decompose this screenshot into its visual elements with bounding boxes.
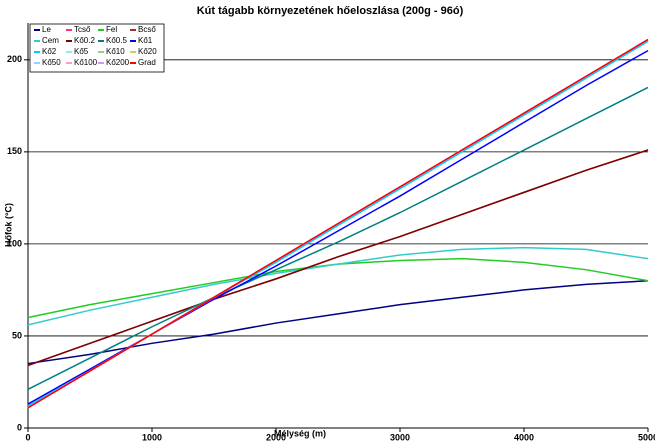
x-axis-label: Mélység (m) — [274, 428, 326, 438]
series-line — [27, 149, 649, 367]
x-tick-label: 3000 — [390, 432, 410, 442]
legend-label: Kő2 — [42, 47, 57, 56]
legend-label: Kő10 — [106, 47, 125, 56]
series-line — [27, 246, 649, 326]
y-tick-label: 50 — [12, 330, 22, 340]
series-line — [27, 149, 649, 367]
x-tick-label: 5000 — [638, 432, 655, 442]
x-tick-label: 2000 — [266, 432, 286, 442]
legend-label: Le — [42, 25, 51, 34]
series-line — [27, 257, 649, 319]
y-tick-label: 0 — [17, 422, 22, 432]
legend-label: Kő0.5 — [106, 36, 127, 45]
legend-label: Tcső — [74, 25, 91, 34]
legend-label: Kő100 — [74, 58, 98, 67]
legend-label: Cem — [42, 36, 59, 45]
legend-label: Kő5 — [74, 47, 89, 56]
legend-label: Kő20 — [138, 47, 157, 56]
y-tick-label: 150 — [7, 146, 22, 156]
legend-label: Grad — [138, 58, 156, 67]
legend-label: Kő200 — [106, 58, 130, 67]
legend-box — [29, 23, 165, 73]
x-tick-label: 1000 — [142, 432, 162, 442]
chart-title: Kút tágabb környezetének hőeloszlása (20… — [197, 5, 464, 17]
y-tick-label: 200 — [7, 54, 22, 64]
legend-label: Fel — [106, 25, 117, 34]
x-tick-label: 0 — [25, 432, 30, 442]
series-line — [27, 86, 649, 391]
series-line — [27, 38, 649, 409]
legend: Le Tcső Fel Bcső Cem Kő0.2 Kő0.5 Kő1 Kő2 Kő5 Kő10 K… — [29, 23, 165, 73]
x-tick-label: 4000 — [514, 432, 534, 442]
series-line — [27, 49, 649, 405]
legend-label: Bcső — [138, 25, 156, 34]
legend-label: Kő50 — [42, 58, 61, 67]
legend-label: Kő1 — [138, 36, 153, 45]
legend-label: Kő0.2 — [74, 36, 95, 45]
y-axis-label: Hőfok (°C) — [3, 203, 13, 247]
y-tick-label: 100 — [7, 238, 22, 248]
